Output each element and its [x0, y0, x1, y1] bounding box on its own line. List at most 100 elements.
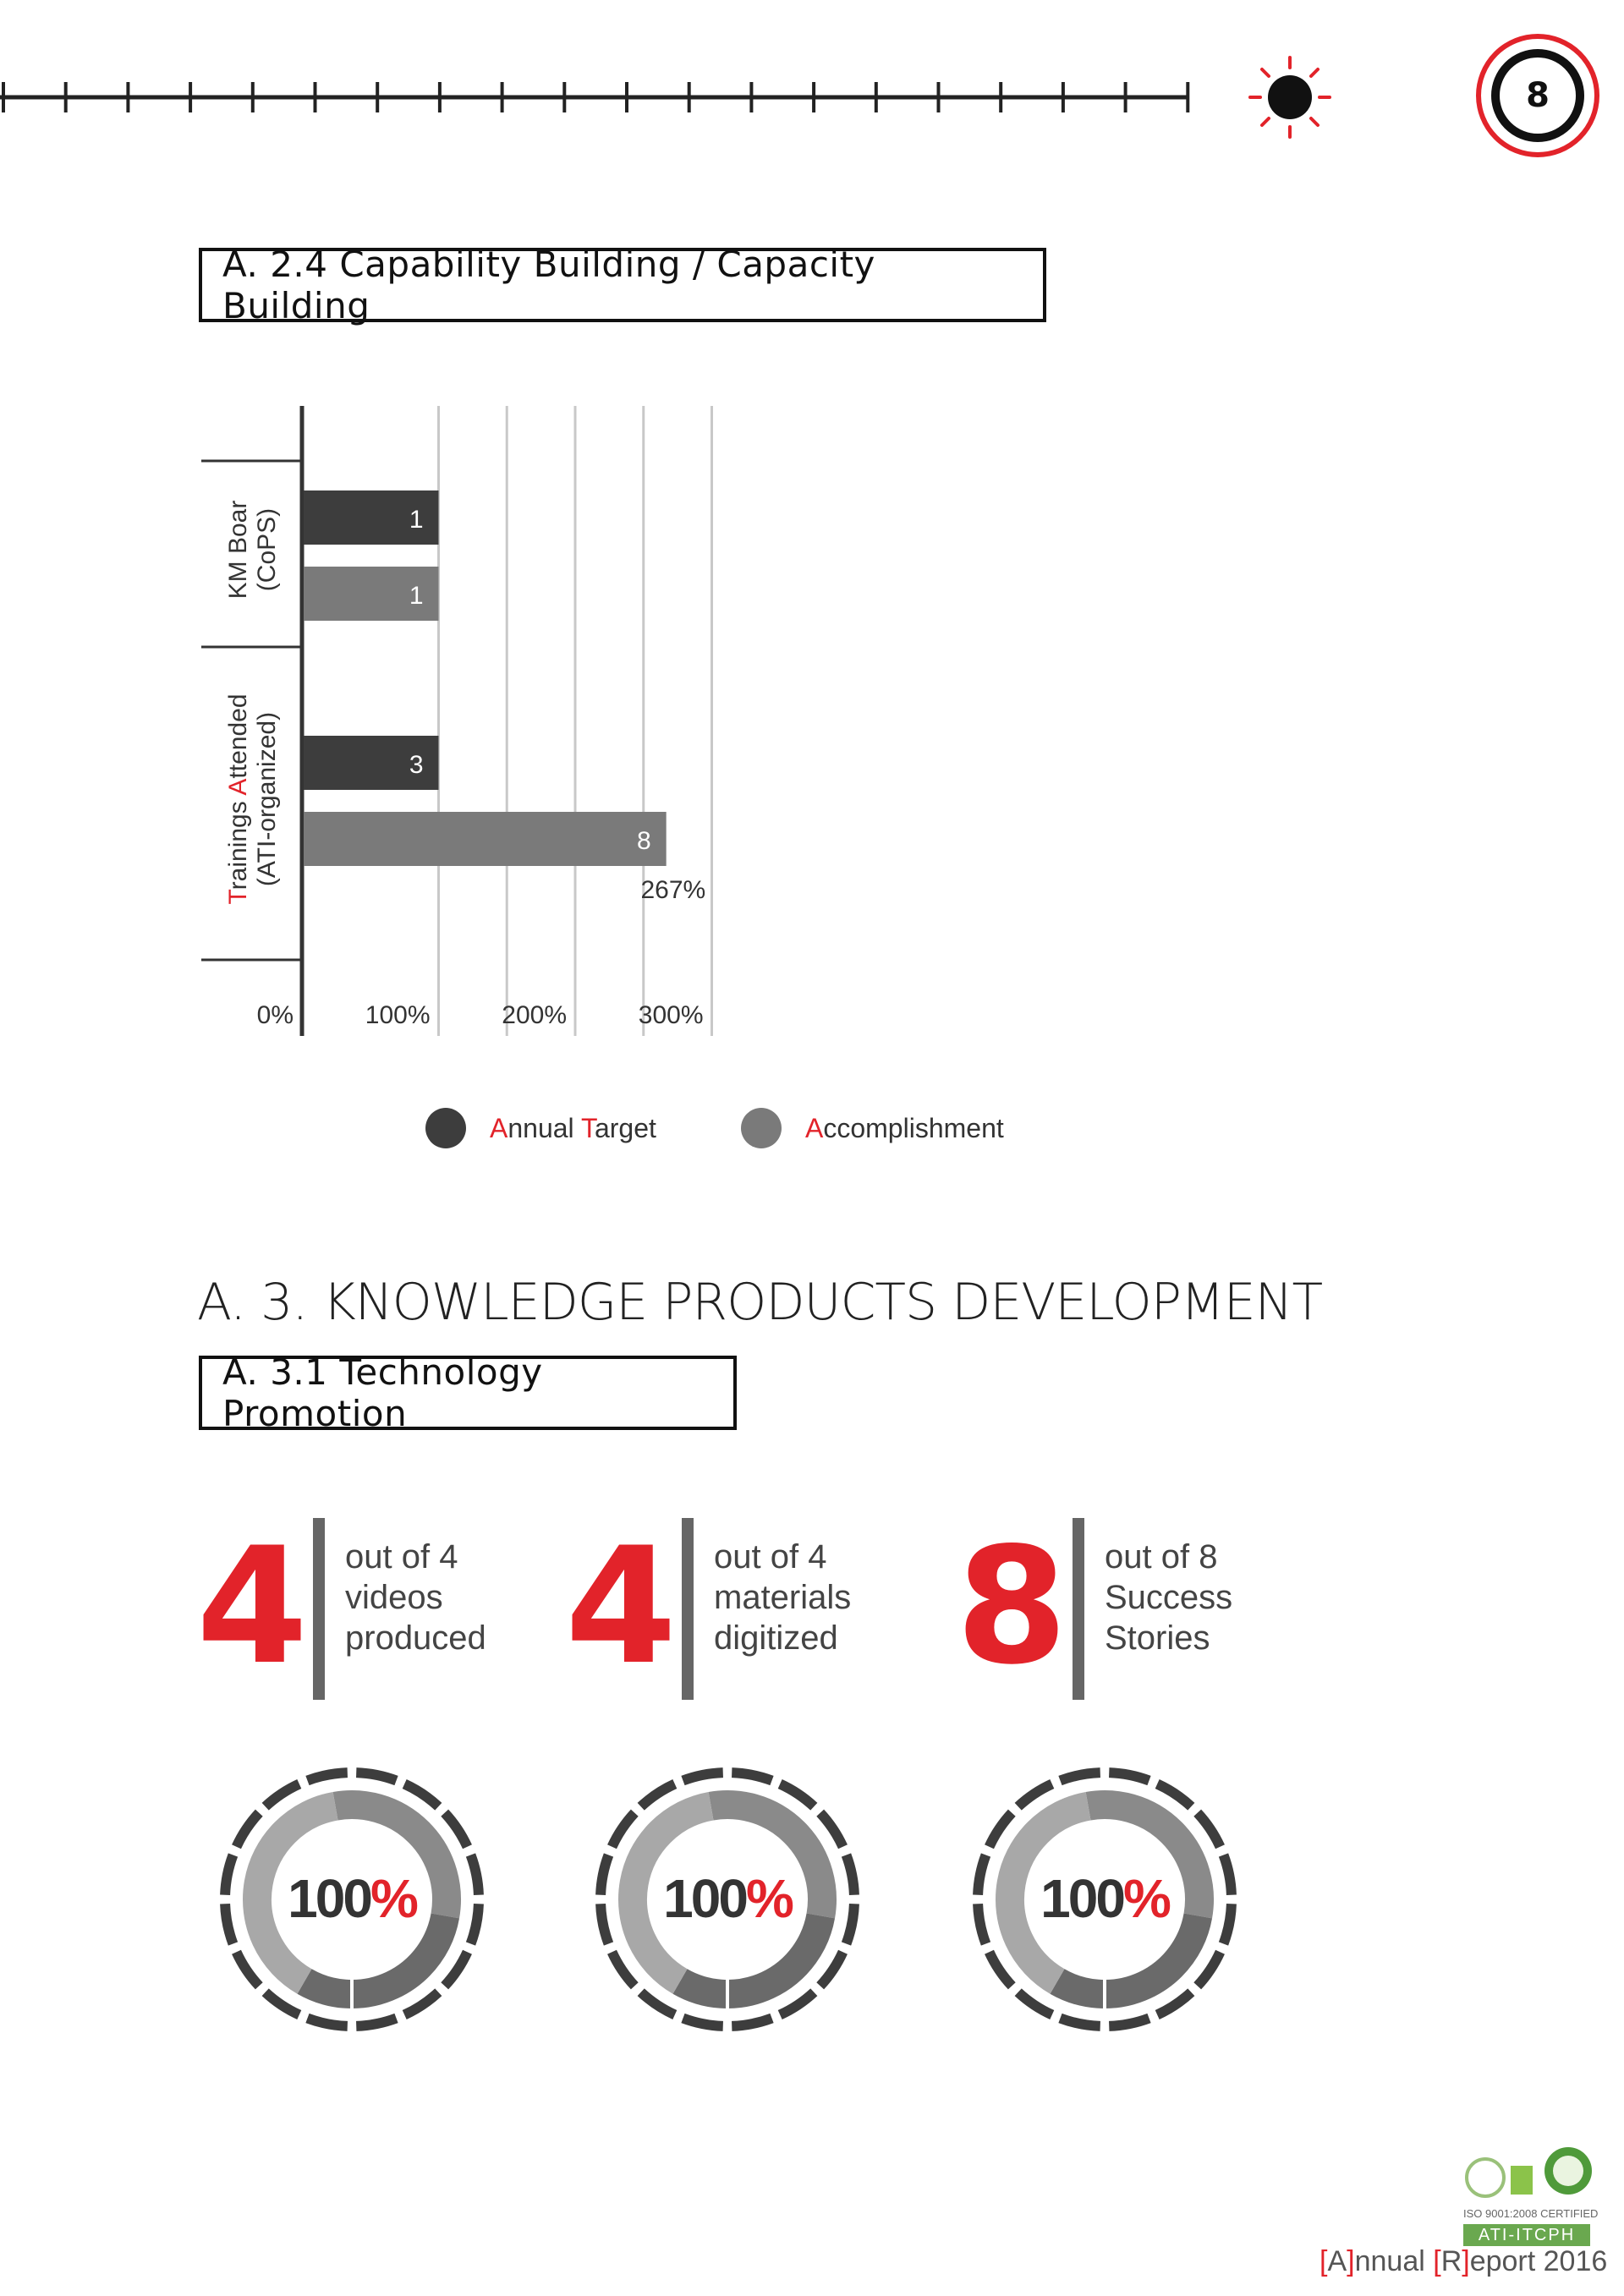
legend-label-annual-target: Annual Target — [490, 1113, 656, 1144]
bar-value-label: 1 — [409, 582, 424, 610]
donut-inner-arc — [672, 1913, 836, 2008]
donut-outer-segment — [731, 2013, 774, 2031]
x-tick-label: 0% — [257, 1001, 294, 1029]
bar-value-label: 8 — [637, 827, 651, 855]
donut-outer-segment — [607, 1809, 639, 1849]
page-number: 8 — [1491, 49, 1584, 142]
donut-outer-segment — [402, 1988, 442, 2019]
report-rest: eport 2016 — [1469, 2245, 1608, 2277]
stat-number-videos: 4 — [196, 1513, 309, 1700]
donut-outer-segment — [595, 1903, 614, 1946]
donut-inner-arc — [332, 1790, 461, 1919]
stat-number-materials: 4 — [565, 1513, 678, 1700]
donut-gauge-success-stories: 100% — [963, 1757, 1247, 2041]
donut-outer-segment — [261, 1988, 302, 2019]
y-label-trainings-part-b: ttended — [224, 693, 252, 779]
donut-outer-segment — [1193, 1809, 1225, 1849]
donut-outer-segment — [355, 1767, 398, 1786]
section-title-a24-text: A. 2.4 Capability Building / Capacity Bu… — [222, 244, 875, 326]
bracket-open-r: [ — [1433, 2245, 1441, 2277]
sun-icon — [1248, 56, 1331, 139]
bracket-open-a: [ — [1320, 2245, 1328, 2277]
y-label-trainings-part-a: rainings — [224, 795, 252, 890]
legend-target-rest: arget — [594, 1112, 656, 1143]
section-title-a31-text: A. 3.1 Technology Promotion — [222, 1351, 543, 1434]
donut-outer-segment — [441, 1949, 472, 1990]
donut-outer-segment — [841, 1903, 859, 1946]
bar-value-label: 3 — [409, 751, 424, 779]
donut-outer-segment — [731, 1767, 774, 1786]
page-number-badge: 8 — [1476, 34, 1599, 157]
donut-outer-segment — [232, 1809, 263, 1849]
donut-outer-segment — [1218, 1853, 1237, 1896]
donut-outer-segment — [637, 1988, 678, 2019]
donut-outer-segment — [355, 2013, 398, 2031]
bar-annual-target — [304, 490, 439, 545]
legend-accomplishment-rest: ccomplishment — [823, 1112, 1004, 1143]
capability-bar-chart: 1 1 3 8 267% 0% 100% 200% 300% — [201, 406, 713, 1036]
stat-number-success-stories: 8 — [956, 1513, 1068, 1700]
donut-outer-segment — [1155, 1779, 1195, 1811]
bar-accomplishment — [304, 812, 667, 866]
donut-outer-segment — [305, 2013, 348, 2031]
donut-outer-segment — [637, 1779, 678, 1811]
donut-outer-segment — [816, 1809, 848, 1849]
iso-certification: ISO 9001:2008 CERTIFIED — [1463, 2207, 1599, 2220]
donut-ring-materials — [595, 1767, 859, 2031]
donut-outer-segment — [1108, 2013, 1151, 2031]
stat-block-success-stories: 8 out of 8 Success Stories — [956, 1518, 1294, 1704]
y-label-trainings-letter-t: T — [224, 890, 252, 905]
donut-outer-segment — [261, 1779, 302, 1811]
donut-ring-success-stories — [973, 1767, 1237, 2031]
donut-center — [648, 1820, 807, 1979]
bracket-close-r: ] — [1462, 2245, 1470, 2277]
donut-outer-segment — [973, 1853, 991, 1896]
donut-percent-materials-sign: % — [745, 1868, 794, 1929]
section-heading-a3: A. 3. KNOWLEDGE PRODUCTS DEVELOPMENT — [197, 1273, 1323, 1332]
donut-outer-segment — [595, 1853, 614, 1896]
donut-outer-segment — [305, 1767, 348, 1786]
y-label-trainings-line1: Trainings Attended — [224, 647, 253, 951]
legend-annual-target: Annual Target — [425, 1108, 656, 1148]
donut-outer-segment — [777, 1988, 818, 2019]
donut-outer-segment — [232, 1949, 263, 1990]
donut-outer-segment — [220, 1903, 239, 1946]
donut-outer-segment — [985, 1809, 1016, 1849]
donut-outer-segment — [1155, 1988, 1195, 2019]
donut-percent-videos-value: 100 — [288, 1868, 373, 1929]
donut-outer-segment — [1218, 1903, 1237, 1946]
donut-outer-segment — [985, 1949, 1016, 1990]
donut-outer-segment — [607, 1949, 639, 1990]
donut-outer-segment — [1193, 1949, 1225, 1990]
donut-outer-segment — [681, 1767, 724, 1786]
x-tick-label: 200% — [502, 1001, 567, 1029]
stat-text-success-stories: out of 8 Success Stories — [1105, 1538, 1233, 1657]
legend-annual-rest: nnual — [508, 1112, 581, 1143]
donut-percent-success-stories: 100% — [963, 1867, 1247, 1930]
donut-percent-success-stories-sign: % — [1122, 1868, 1171, 1929]
bar-value-label: 1 — [409, 506, 424, 534]
donut-outer-segment — [1108, 1767, 1151, 1786]
donut-outer-segment — [1058, 1767, 1101, 1786]
donut-outer-segment — [402, 1779, 442, 1811]
org-name-badge: ATI-ITCPH — [1463, 2224, 1590, 2246]
donut-center — [1025, 1820, 1184, 1979]
stat-block-materials: 4 out of 4 materials digitized — [565, 1518, 903, 1704]
y-label-trainings-letter-a: A — [224, 778, 252, 796]
y-label-trainings: Trainings Attended (ATI-organized) — [224, 647, 292, 951]
annual-report-label: [A]nnual [R]eport 2016 — [1320, 2245, 1607, 2278]
donut-inner-arc — [1050, 1913, 1213, 2008]
donut-percent-videos-sign: % — [370, 1868, 419, 1929]
y-label-km-board-line2: (CoPS) — [253, 507, 281, 592]
donut-outer-segment — [465, 1903, 484, 1946]
donut-gauge-videos: 100% — [210, 1757, 494, 2041]
donut-outer-segment — [1014, 1779, 1055, 1811]
donut-inner-arc — [708, 1790, 837, 1919]
donut-percent-videos: 100% — [210, 1867, 494, 1930]
donut-outer-segment — [841, 1853, 859, 1896]
stat-divider-success-stories — [1073, 1518, 1084, 1700]
legend-label-accomplishment: Accomplishment — [805, 1113, 1004, 1144]
stat-block-videos: 4 out of 4 videos produced — [196, 1518, 535, 1704]
ati-logo-icon — [1465, 2147, 1592, 2198]
report-letter-a: A — [1327, 2245, 1347, 2277]
